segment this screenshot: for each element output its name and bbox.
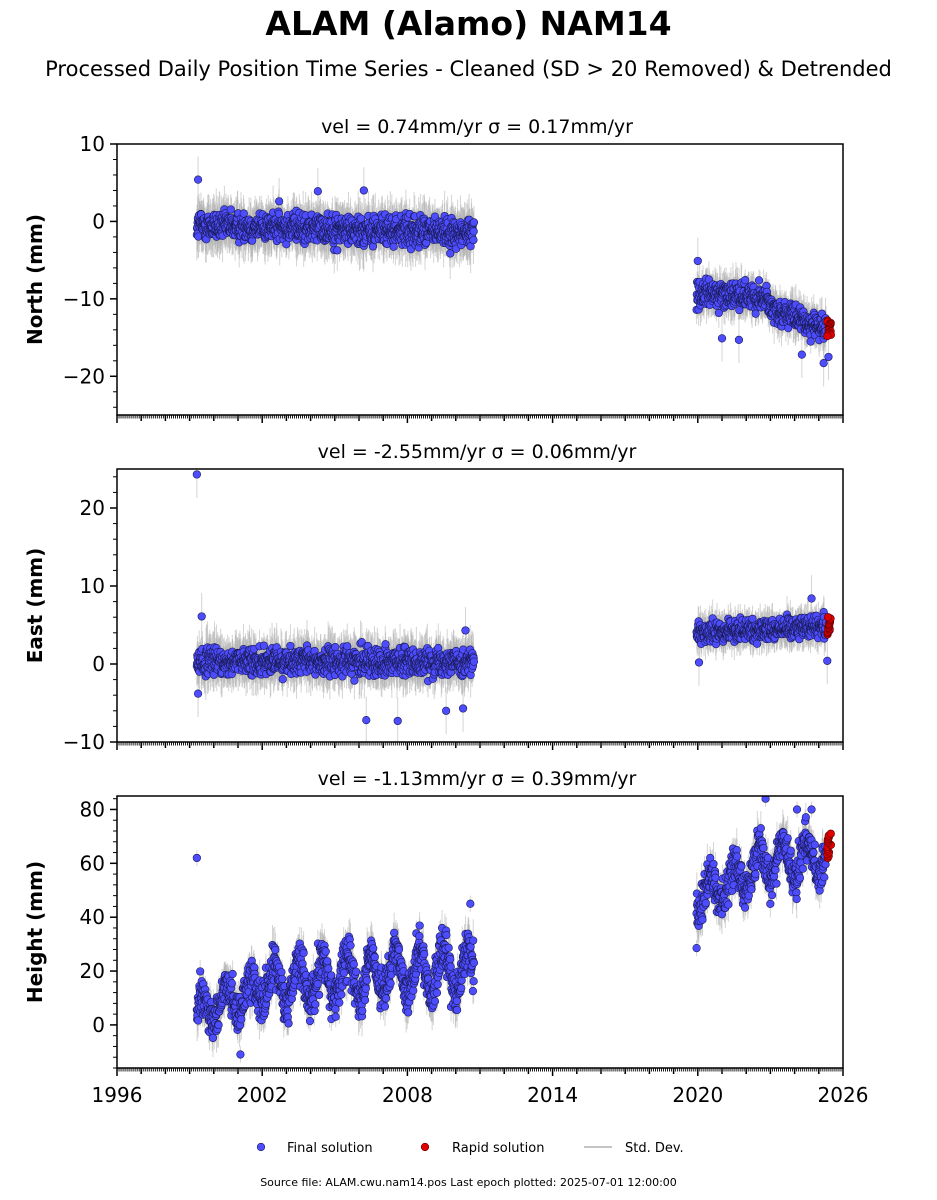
y-axis-label: East (mm) xyxy=(23,548,47,664)
panel-title: vel = 0.74mm/yr σ = 0.17mm/yr xyxy=(321,116,633,138)
final-point xyxy=(717,334,727,343)
stddev-bars xyxy=(196,156,829,387)
final-point xyxy=(359,186,368,195)
panel-1: vel = 0.74mm/yr σ = 0.17mm/yr North (mm)−… xyxy=(23,116,844,423)
y-axis-label: North (mm) xyxy=(23,214,47,345)
final-point xyxy=(754,276,764,285)
chart-subtitle: Processed Daily Position Time Series - C… xyxy=(45,57,892,81)
final-point xyxy=(693,256,702,266)
final-point xyxy=(356,214,366,223)
rapid-points xyxy=(823,316,835,341)
final-point xyxy=(239,209,248,218)
final-points xyxy=(192,175,833,368)
final-point xyxy=(797,350,806,359)
final-point xyxy=(275,197,284,206)
y-tick-label: −20 xyxy=(63,364,105,388)
final-point xyxy=(313,187,322,196)
stddev-bars xyxy=(196,469,828,742)
chart-title: ALAM (Alamo) NAM14 xyxy=(265,4,672,43)
panel-title: vel = -2.55mm/yr σ = 0.06mm/yr xyxy=(318,441,637,463)
plot-area xyxy=(192,156,835,387)
x-ticks xyxy=(116,415,844,423)
final-point xyxy=(824,352,833,362)
y-tick-label: 0 xyxy=(92,209,105,233)
y-tick-label: 10 xyxy=(80,132,105,156)
final-point xyxy=(806,337,815,346)
final-point xyxy=(751,309,760,318)
final-point xyxy=(446,249,455,258)
final-point xyxy=(469,218,479,227)
final-point xyxy=(741,276,750,285)
final-point xyxy=(819,359,828,368)
final-point xyxy=(469,227,478,236)
final-point xyxy=(226,205,235,214)
final-point xyxy=(389,242,398,251)
rapid-point xyxy=(823,331,832,341)
y-tick-label: −10 xyxy=(63,287,105,311)
final-point xyxy=(714,308,723,318)
final-point xyxy=(333,246,342,255)
plot-area xyxy=(192,469,835,742)
final-point xyxy=(193,175,203,184)
final-point xyxy=(734,335,744,344)
y-ticks: −20 −10 0 10 xyxy=(63,132,117,408)
final-point xyxy=(469,235,478,245)
